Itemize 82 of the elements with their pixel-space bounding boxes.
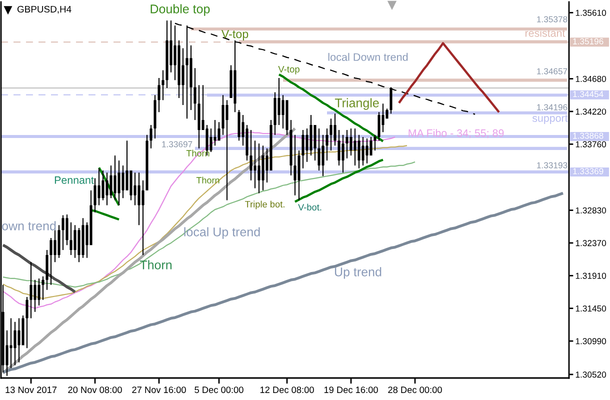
annotation: Triple bot.: [245, 200, 284, 210]
line-series: [294, 158, 384, 203]
annotation: 1.33697: [162, 141, 192, 148]
y-tick-label: 1.32370: [576, 240, 606, 246]
annotation: V-top: [278, 66, 300, 74]
candlestick: [366, 138, 368, 164]
candlestick: [82, 218, 84, 258]
candlestick: [30, 262, 32, 318]
candlestick: [42, 276, 44, 300]
line-series: [2, 127, 296, 374]
candlestick: [326, 128, 328, 161]
candlestick: [354, 128, 356, 166]
annotation: MA Fibo - 34; 55; 89: [408, 129, 504, 138]
annotation: Thorn: [140, 260, 172, 270]
y-tick-label: 1.34220: [576, 108, 606, 115]
annotation: Thorn: [196, 176, 220, 184]
candlestick: [26, 296, 28, 348]
candlestick: [154, 95, 156, 138]
annotation: Triangle: [334, 98, 379, 110]
candlestick: [18, 318, 20, 362]
line-series: [2, 192, 564, 374]
y-tick-label: 1.30990: [576, 338, 606, 344]
x-tick-label: 12 Dec 08:00: [260, 386, 314, 394]
annotation: V-top: [221, 30, 248, 40]
candlestick: [234, 40, 236, 112]
y-tick-label: 1.33760: [576, 141, 606, 148]
candlestick: [58, 225, 60, 258]
annotation: V-bot.: [298, 204, 322, 210]
candlestick: [74, 225, 76, 258]
candlestick: [198, 85, 200, 148]
annotation: resistant: [525, 29, 566, 37]
annotation: 1.34196: [537, 104, 568, 110]
candlestick: [258, 143, 260, 194]
annotation: 1.34657: [537, 68, 568, 74]
annotation: Up trend: [334, 267, 382, 279]
annotation: Pennant: [54, 176, 94, 184]
candlestick: [302, 130, 304, 168]
x-tick-label: 13 Nov 2017: [6, 386, 57, 394]
line-series: [278, 73, 384, 142]
x-tick-label: 5 Dec 00:00: [194, 386, 244, 394]
annotation: 1.33193: [537, 162, 568, 168]
x-tick-label: 27 Nov 16:00: [132, 386, 186, 394]
ref-line-label: 1.34454: [573, 91, 604, 98]
candlestick: [162, 70, 164, 100]
candlestick: [290, 120, 292, 176]
candlestick: [374, 134, 376, 151]
candlestick: [14, 322, 16, 366]
line-series: [2, 132, 396, 309]
line-series: [2, 244, 76, 294]
ref-line-label: 1.33369: [573, 168, 604, 174]
line-series: [2, 161, 416, 288]
y-tick-label: 1.34680: [576, 76, 606, 82]
candlestick: [346, 130, 348, 158]
line-series: [98, 166, 120, 206]
annotation: support: [532, 114, 568, 124]
chart-title: GBPUSD,H4: [17, 6, 72, 14]
line-series: [174, 22, 476, 115]
annotation: Double top: [150, 4, 210, 16]
candlestick: [62, 215, 64, 250]
y-tick-label: 1.31910: [576, 272, 606, 279]
candlestick: [194, 68, 196, 120]
candlestick: [150, 124, 152, 148]
y-tick-label: 1.30520: [576, 372, 606, 378]
candlestick: [262, 146, 264, 190]
candlestick: [70, 222, 72, 256]
ref-line-label: 1.35196: [573, 38, 604, 44]
candlestick: [362, 137, 364, 166]
candlestick: [146, 134, 148, 190]
candlestick: [46, 250, 48, 290]
x-tick-label: 20 Nov 08:00: [68, 386, 122, 394]
annotation: own trend: [2, 221, 56, 230]
x-tick-label: 28 Dec 00:00: [388, 386, 442, 394]
ref-line-label: 1.33868: [573, 132, 604, 139]
annotation: local Down trend: [328, 52, 408, 61]
candlestick: [158, 78, 160, 112]
y-tick-label: 1.35610: [576, 10, 606, 16]
line-series: [90, 209, 120, 221]
candlestick: [166, 20, 168, 88]
annotation: 1.35378: [537, 16, 568, 22]
y-tick-label: 1.31450: [576, 305, 606, 312]
x-tick-label: 19 Dec 16:00: [324, 386, 378, 394]
y-tick-label: 1.32830: [576, 207, 606, 214]
